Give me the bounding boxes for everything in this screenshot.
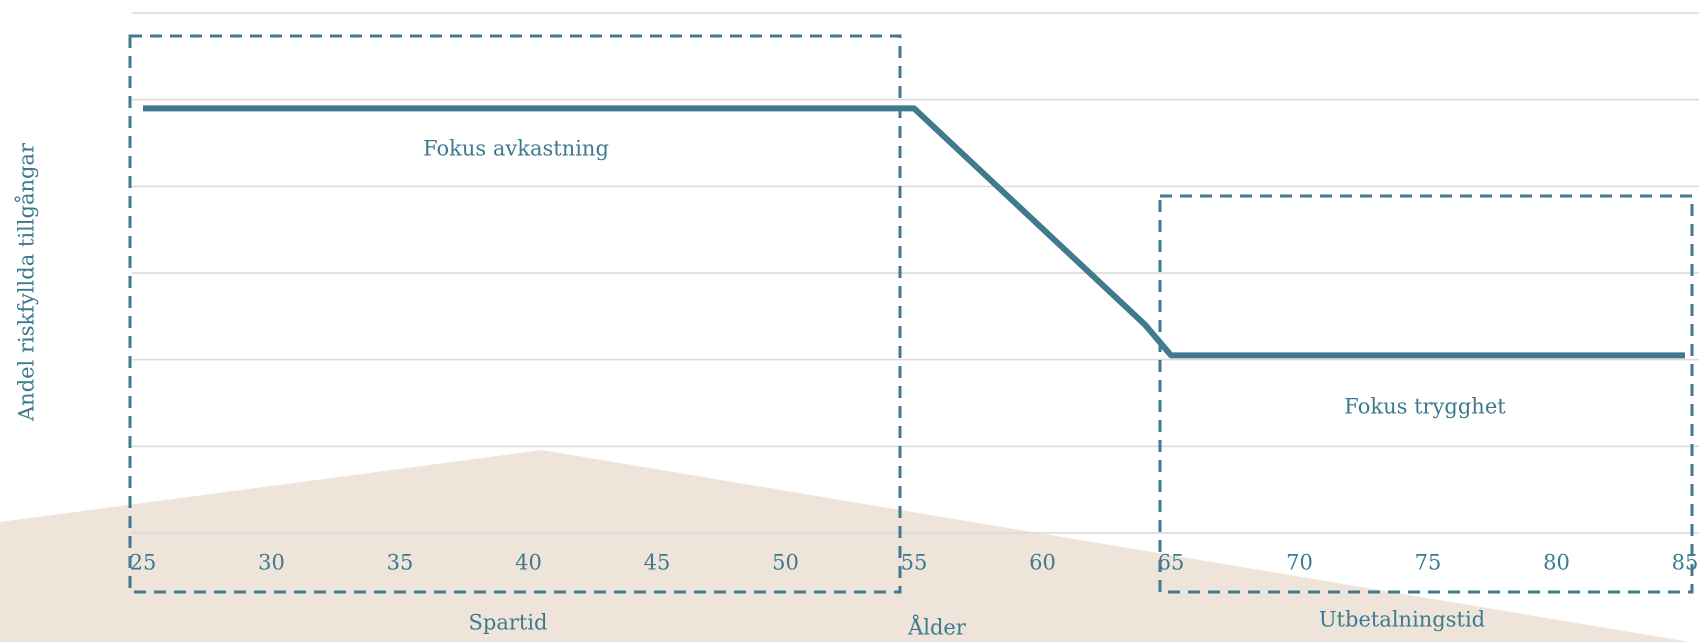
x-tick-label: 45 — [644, 551, 671, 575]
saving-phase-box — [128, 34, 902, 594]
annotation: Fokus trygghet — [1344, 395, 1506, 419]
plot — [143, 105, 1685, 359]
x-axis-label: Ålder — [907, 615, 967, 640]
x-tick-label: 65 — [1158, 551, 1185, 575]
x-tick-label: 85 — [1672, 551, 1699, 575]
phase-background — [0, 450, 1690, 642]
x-tick-label: 80 — [1543, 551, 1570, 575]
y-axis-label: Andel riskfyllda tillgångar — [15, 142, 39, 422]
x-tick-label: 75 — [1415, 551, 1442, 575]
x-tick-label: 60 — [1029, 551, 1056, 575]
x-tick-label: 70 — [1286, 551, 1313, 575]
x-tick-label: 35 — [387, 551, 414, 575]
line — [143, 105, 1685, 359]
annotation: Spartid — [469, 611, 548, 635]
grid: 25 30 35 40 45 50 55 60 65 70 75 80 85 — [130, 12, 1699, 575]
payout-phase-box — [1158, 194, 1694, 594]
x-tick-label: 30 — [258, 551, 285, 575]
x-tick-label: 40 — [515, 551, 542, 575]
x-tick-label: 25 — [130, 551, 157, 575]
x-tick-label: 50 — [772, 551, 799, 575]
annotation: Utbetalningstid — [1319, 608, 1485, 632]
annotation: Fokus avkastning — [423, 137, 609, 161]
x-tick-label: 55 — [901, 551, 928, 575]
